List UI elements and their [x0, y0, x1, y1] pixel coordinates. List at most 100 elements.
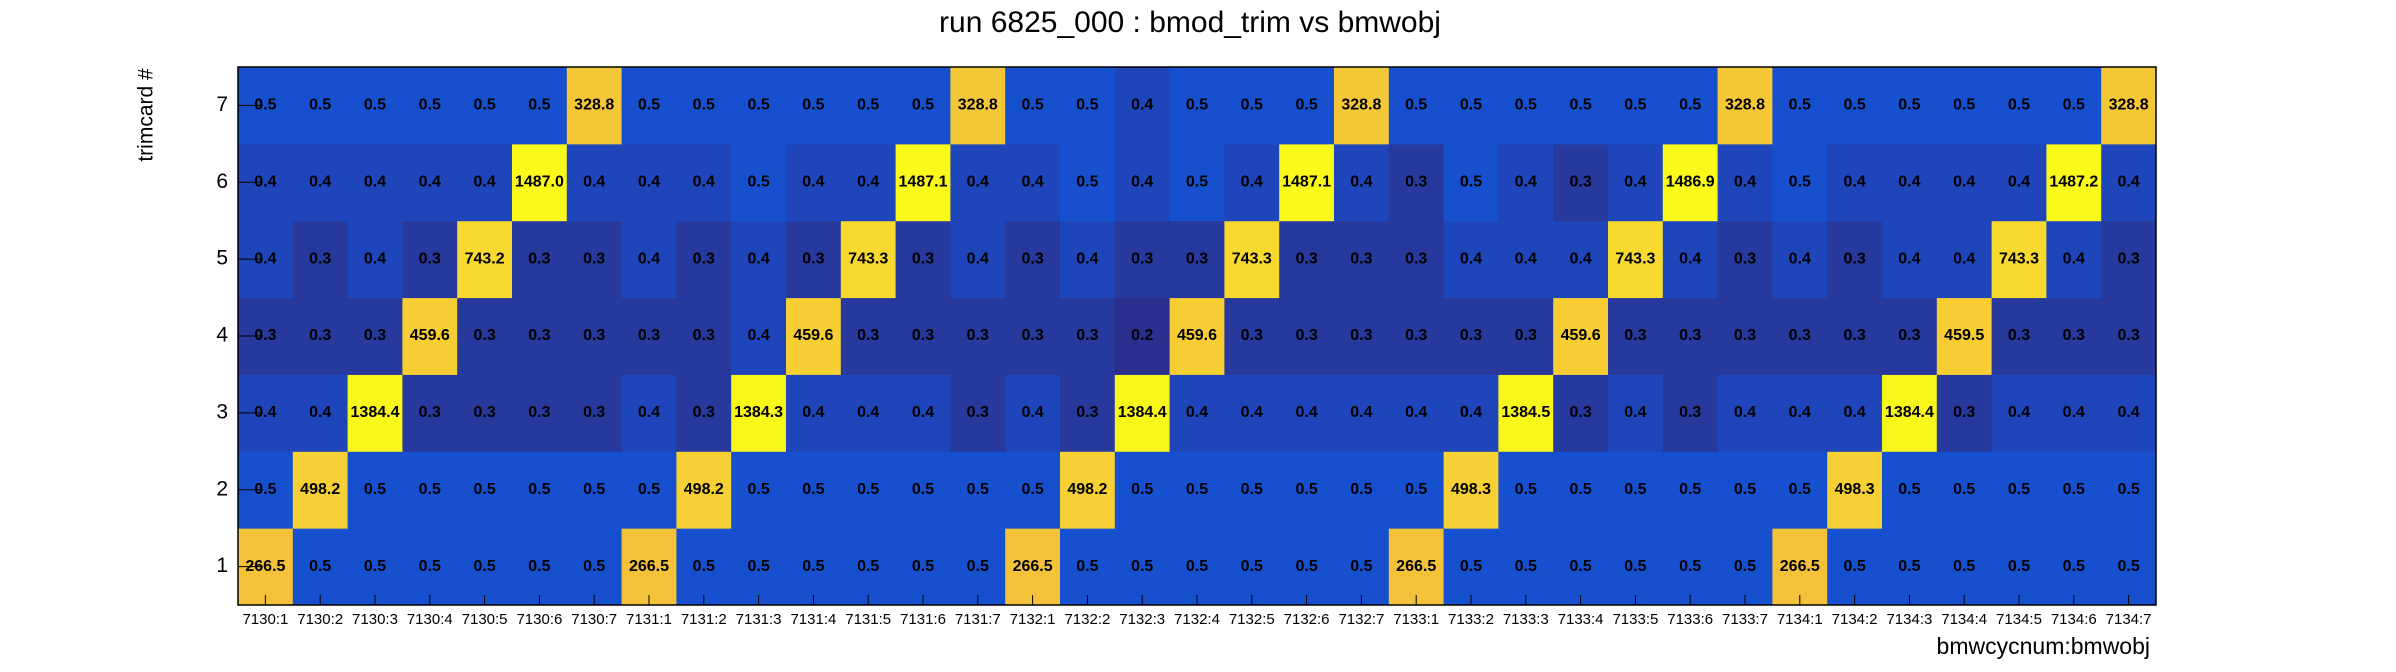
x-tick-label: 7131:7	[955, 611, 1001, 628]
cell-label: 0.5	[857, 558, 879, 575]
cell-label: 266.5	[629, 558, 669, 575]
cell-label: 0.5	[1898, 558, 1920, 575]
cell-label: 0.5	[747, 174, 769, 191]
heatmap-cell	[1279, 528, 1335, 606]
y-tick-label: 5	[216, 247, 228, 270]
cell-label: 0.3	[1131, 250, 1153, 267]
heatmap-cell	[512, 143, 568, 222]
cell-label: 0.4	[1734, 404, 1756, 421]
cell-label: 0.5	[1789, 481, 1811, 498]
cell-label: 0.5	[1734, 558, 1756, 575]
heatmap-cell	[2101, 374, 2157, 452]
x-tick-label: 7133:6	[1667, 611, 1713, 628]
heatmap-cell	[1608, 143, 1664, 222]
heatmap-cell	[1772, 528, 1828, 606]
cell-label: 0.5	[1186, 481, 1208, 498]
heatmap-cell	[1114, 374, 1171, 452]
heatmap-cell	[1882, 297, 1938, 375]
cell-label: 0.5	[528, 97, 550, 114]
cell-label: 0.4	[2063, 404, 2085, 421]
cell-label: 0.4	[1515, 250, 1537, 267]
cell-label: 328.8	[574, 97, 614, 114]
cell-label: 0.5	[1789, 174, 1811, 191]
heatmap-cell	[1169, 528, 1225, 606]
heatmap-cell	[1991, 374, 2047, 452]
cell-label: 0.5	[1241, 558, 1263, 575]
heatmap-cell	[402, 220, 458, 299]
heatmap-cell	[1443, 451, 1499, 529]
cell-label: 0.3	[1624, 327, 1646, 344]
cell-label: 0.3	[912, 327, 934, 344]
cell-label: 0.5	[1843, 97, 1865, 114]
cell-label: 0.4	[1076, 250, 1098, 267]
heatmap-cell	[1334, 374, 1390, 452]
cell-label: 0.4	[1186, 404, 1208, 421]
heatmap-cell	[1005, 374, 1061, 452]
cell-label: 0.4	[802, 404, 824, 421]
cell-label: 0.3	[1789, 327, 1811, 344]
heatmap-cell	[1388, 297, 1445, 375]
heatmap-cell	[1827, 374, 1883, 452]
cell-label: 0.5	[364, 481, 386, 498]
heatmap-cell	[621, 374, 677, 452]
heatmap-cell	[1060, 528, 1116, 606]
cell-label: 498.3	[1451, 481, 1491, 498]
heatmap-cell	[1553, 297, 1609, 375]
heatmap-cell	[621, 220, 677, 299]
cell-label: 328.8	[1725, 97, 1765, 114]
heatmap-cell	[512, 220, 568, 299]
cell-label: 0.3	[1569, 174, 1591, 191]
heatmap-cell	[1772, 451, 1828, 529]
heatmap-cell	[1279, 143, 1335, 222]
x-tick-label: 7131:3	[736, 611, 782, 628]
cell-label: 0.5	[1295, 558, 1317, 575]
cell-label: 0.5	[1460, 558, 1482, 575]
cell-label: 0.3	[1021, 327, 1043, 344]
heatmap-cell	[1991, 451, 2047, 529]
x-tick-label: 7132:5	[1229, 611, 1275, 628]
heatmap-cell	[457, 528, 513, 606]
heatmap-cell	[402, 143, 458, 222]
cell-label: 0.3	[1350, 250, 1372, 267]
heatmap-cell	[1169, 220, 1225, 299]
heatmap-cell	[1060, 374, 1116, 452]
cell-label: 0.4	[912, 404, 934, 421]
heatmap-cell	[1662, 297, 1719, 375]
cell-label: 0.5	[638, 97, 660, 114]
x-tick-label: 7134:7	[2106, 611, 2152, 628]
cell-label: 0.3	[2117, 250, 2139, 267]
heatmap-cell	[402, 374, 458, 452]
x-tick-label: 7133:5	[1612, 611, 1658, 628]
heatmap-cell	[347, 297, 403, 375]
cell-label: 0.3	[473, 404, 495, 421]
cell-label: 0.5	[1679, 558, 1701, 575]
heatmap-cell	[1717, 528, 1773, 606]
cell-label: 1487.1	[899, 174, 948, 191]
heatmap-cell	[1772, 297, 1828, 375]
heatmap-cell	[347, 143, 403, 222]
cell-label: 0.5	[1515, 558, 1537, 575]
cell-label: 0.4	[1843, 174, 1865, 191]
heatmap-cell	[786, 451, 842, 529]
cell-label: 0.4	[1569, 250, 1591, 267]
heatmap-cell	[1169, 297, 1225, 375]
cell-label: 0.5	[1515, 481, 1537, 498]
cell-label: 0.3	[967, 404, 989, 421]
heatmap-cell	[1608, 297, 1664, 375]
cell-label: 0.4	[419, 174, 441, 191]
cell-label: 0.5	[2117, 481, 2139, 498]
heatmap-cell	[895, 67, 951, 145]
heatmap-cell	[2101, 528, 2157, 606]
x-tick-label: 7132:4	[1174, 611, 1220, 628]
cell-label: 0.5	[2008, 481, 2030, 498]
heatmap-cell	[1936, 143, 1993, 222]
cell-label: 743.3	[1615, 250, 1655, 267]
heatmap-cell	[1279, 451, 1335, 529]
heatmap-cell	[512, 451, 568, 529]
heatmap-cell	[840, 220, 897, 299]
cell-label: 0.3	[1898, 327, 1920, 344]
x-tick-label: 7134:3	[1886, 611, 1932, 628]
heatmap-cell	[840, 451, 897, 529]
cell-label: 0.5	[1241, 97, 1263, 114]
x-tick-label: 7131:2	[681, 611, 727, 628]
